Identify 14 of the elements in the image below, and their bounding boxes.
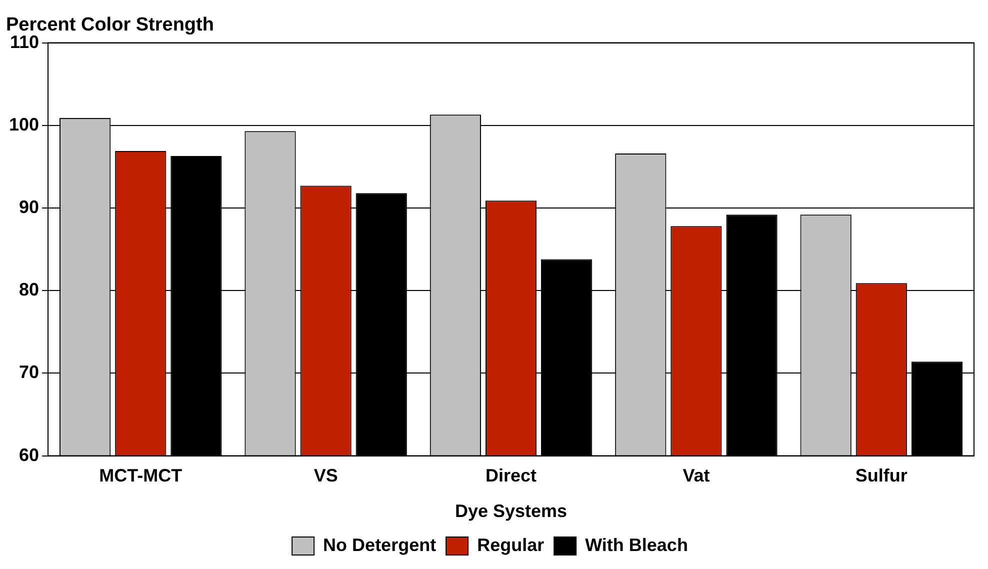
legend-label: With Bleach bbox=[585, 534, 688, 555]
x-tick-label: Vat bbox=[682, 466, 710, 486]
y-tick-label: 90 bbox=[19, 196, 40, 217]
x-axis-title: Dye Systems bbox=[454, 501, 568, 522]
y-tick-label: 60 bbox=[19, 444, 40, 465]
x-tick-label: VS bbox=[314, 466, 338, 486]
x-tick-label: MCT-MCT bbox=[99, 466, 182, 486]
x-tick-label: Sulfur bbox=[855, 466, 908, 486]
legend-label: Regular bbox=[477, 534, 544, 555]
x-tick-label: Direct bbox=[486, 466, 537, 486]
y-tick-label: 70 bbox=[19, 362, 40, 382]
legend-label: No Detergent bbox=[323, 534, 436, 555]
y-tick-label: 80 bbox=[19, 280, 40, 300]
y-tick-label: 100 bbox=[8, 114, 40, 134]
